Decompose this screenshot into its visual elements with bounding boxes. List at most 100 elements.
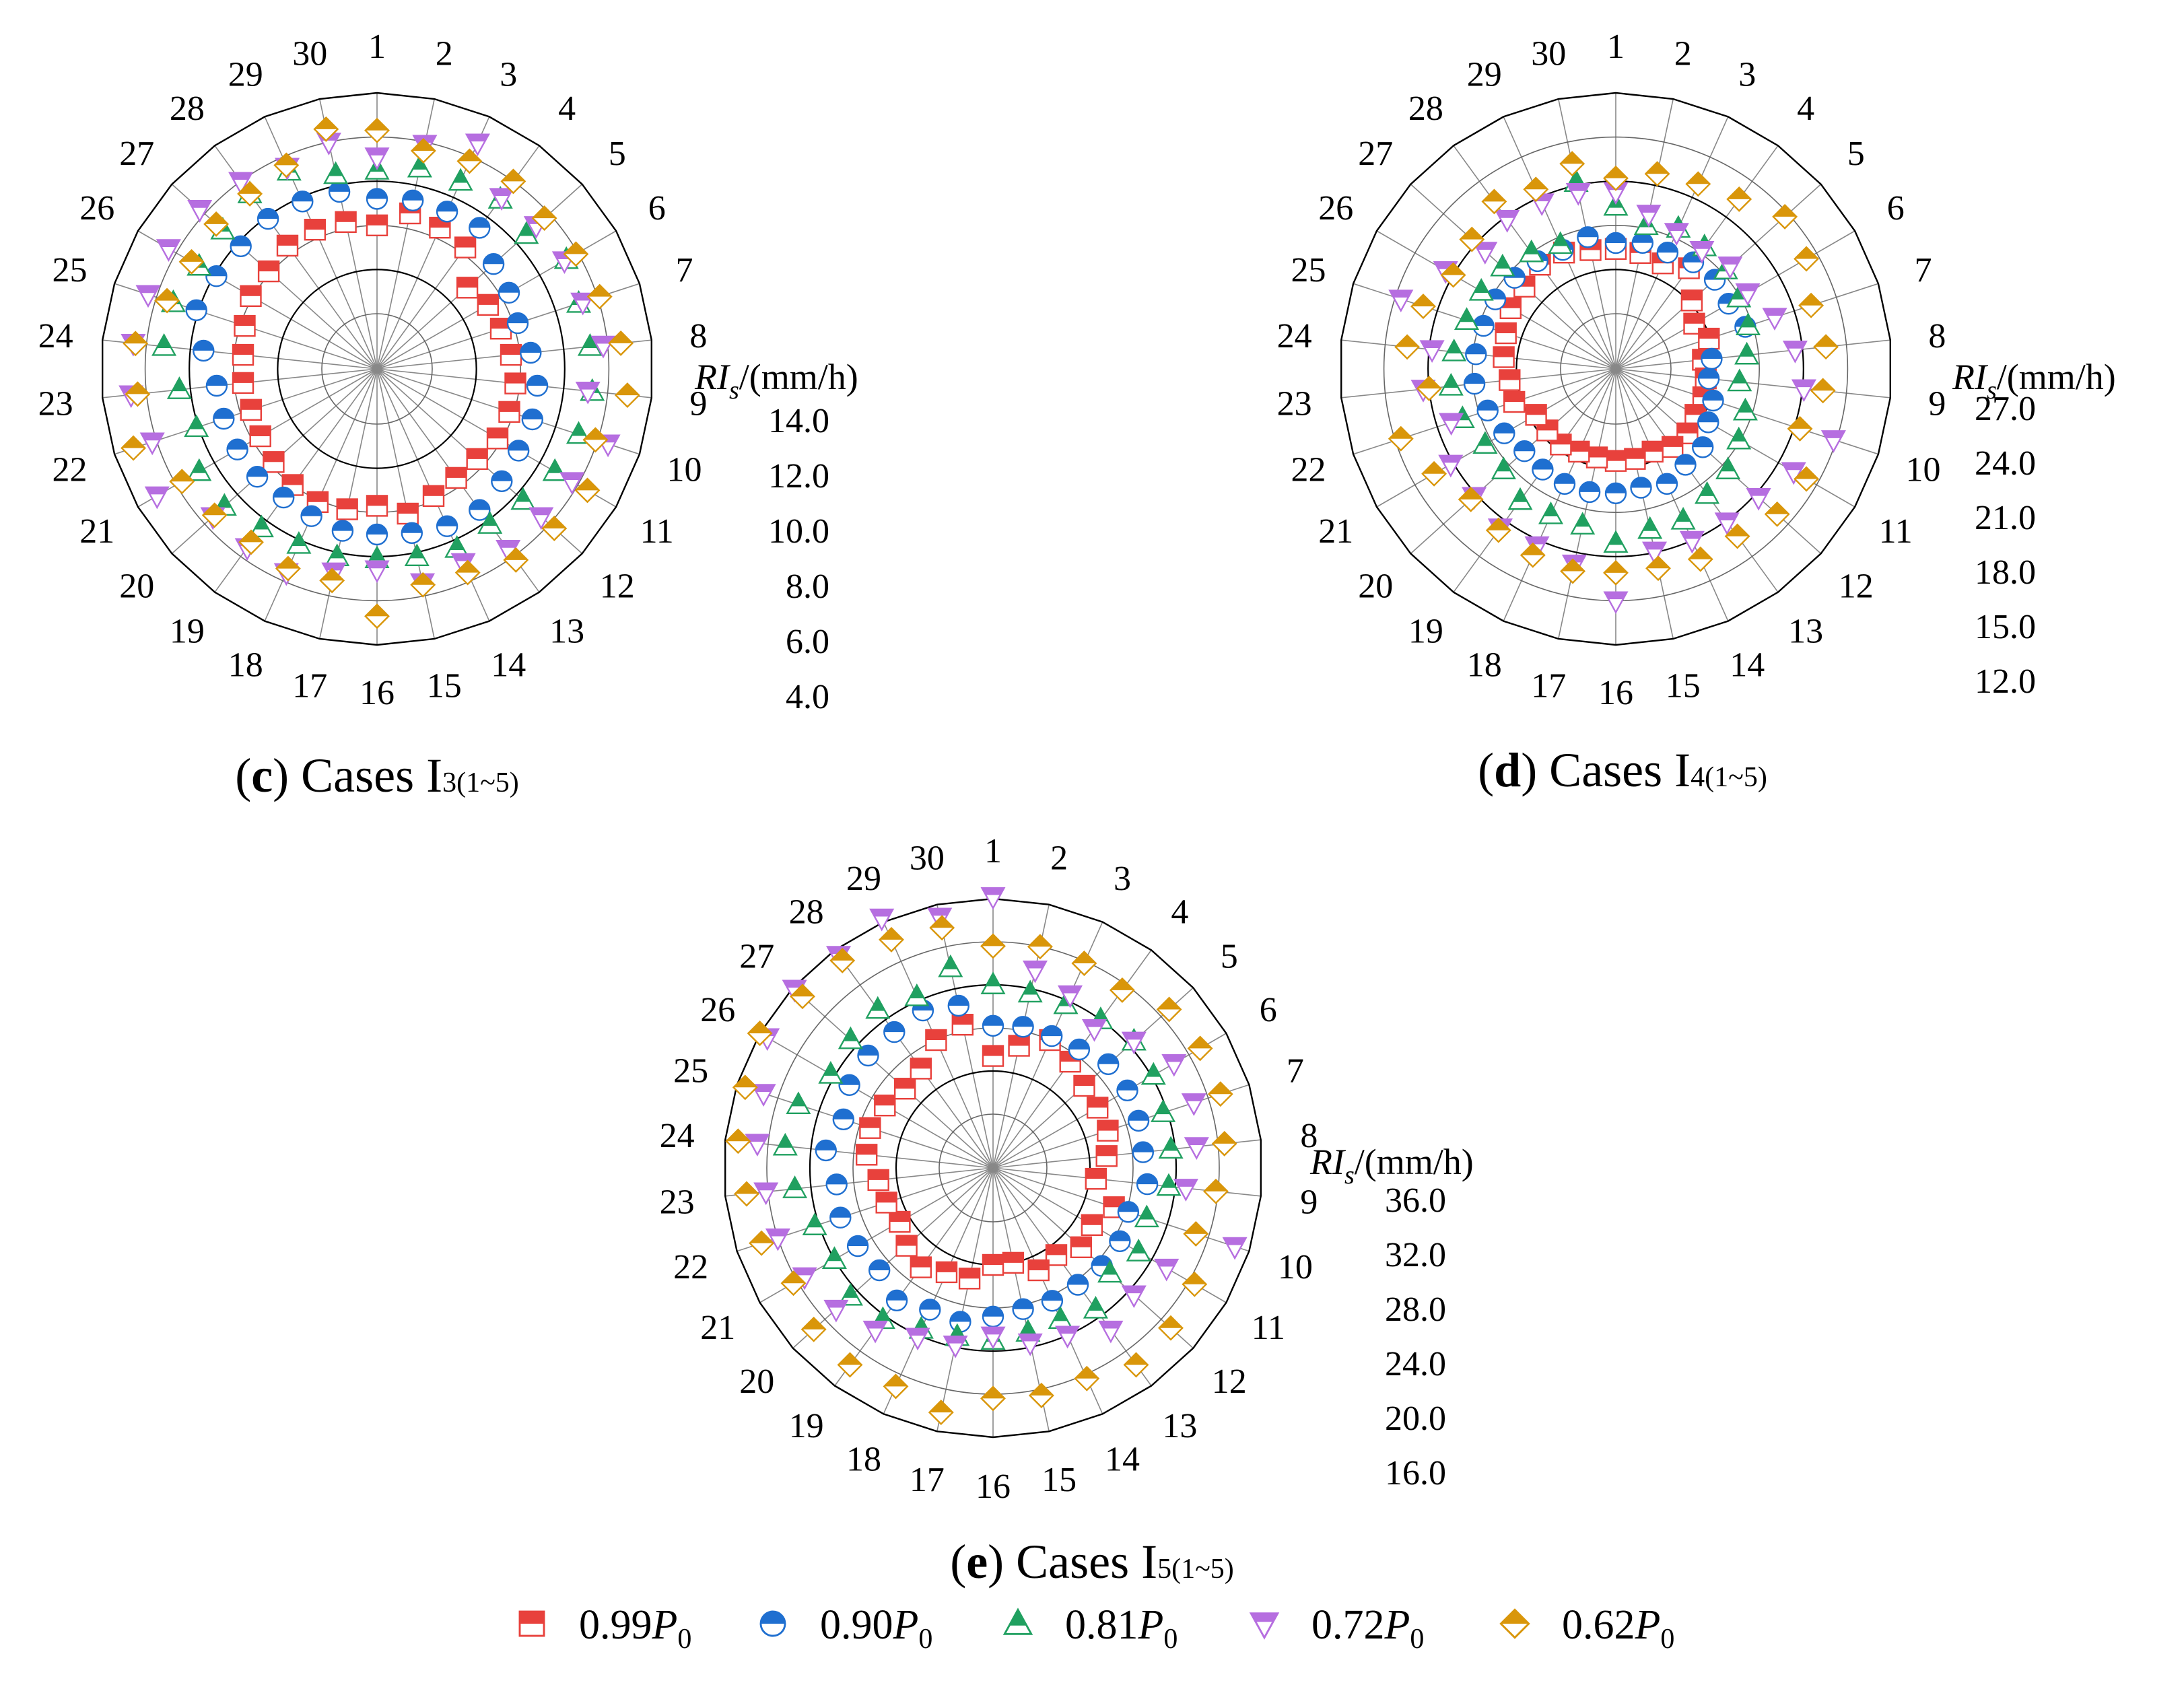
data-point [982,1305,1004,1328]
data-point [366,495,388,517]
data-point [1603,165,1629,191]
data-point [300,505,322,527]
r-tick-label: 10.0 [768,512,829,551]
data-point [1490,253,1515,277]
data-point [1045,1244,1068,1266]
data-point [883,1373,909,1400]
data-point [1715,456,1741,479]
polar-chart-e: 1 234567891011121314151617181920212223242… [660,832,1318,1506]
data-point [980,971,1006,994]
data-point [980,933,1006,959]
data-point [1689,241,1715,264]
data-point [364,603,390,629]
data-point [257,260,280,283]
data-point [818,1061,844,1084]
legend-item: 0.62P0 [1499,1602,1674,1655]
angle-label: 6 [648,189,666,228]
data-point [865,996,891,1019]
axis-unit: /(mm/h) [1997,357,2116,397]
angle-label: 11 [1252,1309,1285,1347]
legend-marker-icon [1499,1608,1530,1639]
data-point [336,498,358,520]
angle-label: 16 [360,674,395,712]
data-point [1604,450,1627,472]
data-point [586,283,613,310]
angle-label: 7 [1915,251,1932,289]
data-point [980,1326,1006,1350]
data-point [528,507,554,530]
data-point [893,1077,916,1100]
legend-label: 0.72P0 [1311,1602,1424,1655]
series-0.99P0 [855,1013,1125,1290]
caption-sub: 3(1~5) [442,767,519,798]
data-point [1679,530,1705,554]
data-point [184,414,209,438]
data-point [1410,294,1436,320]
data-point [1491,456,1516,479]
data-point [335,211,357,233]
data-point [1132,1141,1155,1163]
series-0.99P0 [232,202,526,525]
r-tick-labels-c: 14.0 12.0 10.0 8.0 6.0 4.0 [768,402,829,716]
angle-label: 6 [1260,991,1277,1029]
data-point [765,1228,790,1251]
data-point [1098,1320,1124,1344]
legend-subscript: 0 [918,1624,932,1655]
data-point [1472,314,1495,337]
data-point [263,451,285,473]
legend-marker-icon [518,1610,545,1637]
angle-label: 16 [976,1468,1011,1506]
caption-paren-open: ( [235,749,251,802]
legend-marker-icon [1249,1612,1280,1640]
angle-label: 28 [170,90,205,128]
data-point [980,1385,1006,1412]
spoke-line [883,1167,994,1414]
angle-label: 12 [1839,567,1874,605]
data-point [465,133,490,157]
r-tick-label: 12.0 [1975,662,2036,701]
data-point [186,458,212,481]
data-point [1028,1383,1054,1408]
data-point [1493,422,1515,444]
data-point [1468,277,1494,301]
data-point [1670,506,1696,530]
data-point [725,1128,751,1154]
caption-paren-close: ) [1521,743,1537,797]
grid-ring [321,313,433,425]
angle-label: 24 [1277,317,1312,355]
legend-marker-icon [759,1610,786,1637]
data-point [889,1210,911,1233]
data-point [1548,231,1573,254]
data-point [1158,1315,1184,1341]
data-point [1676,422,1699,444]
data-point [1222,1237,1248,1260]
data-point [1071,951,1097,976]
data-point [1416,376,1442,402]
caption-e: (e) Cases I5(1~5) [950,1535,1234,1589]
angle-label: 27 [739,937,774,975]
series-0.62P0 [1388,151,1839,586]
data-point [1520,542,1546,568]
data-point [234,314,256,337]
data-point [1421,460,1447,487]
spoke-line [992,1167,1194,1349]
data-point [582,427,609,453]
data-point [895,1235,918,1257]
data-point [1641,541,1668,565]
data-point [1772,203,1798,230]
angle-label: 30 [910,839,945,878]
r-tick-label: 4.0 [786,678,829,716]
data-point [331,520,354,542]
legend-subscript: 0 [677,1624,691,1655]
data-point [829,1206,852,1229]
data-point [454,236,477,258]
data-point [1656,242,1679,264]
svg-text:(e) Cases I5(1~5): (e) Cases I5(1~5) [950,1535,1234,1589]
angle-label: 23 [38,384,73,423]
data-point [477,511,503,534]
data-point [1070,1236,1093,1259]
angle-label: 26 [79,189,114,228]
data-point [1073,1074,1095,1097]
angle-label: 5 [609,135,626,173]
angle-label: 4 [1797,90,1814,128]
